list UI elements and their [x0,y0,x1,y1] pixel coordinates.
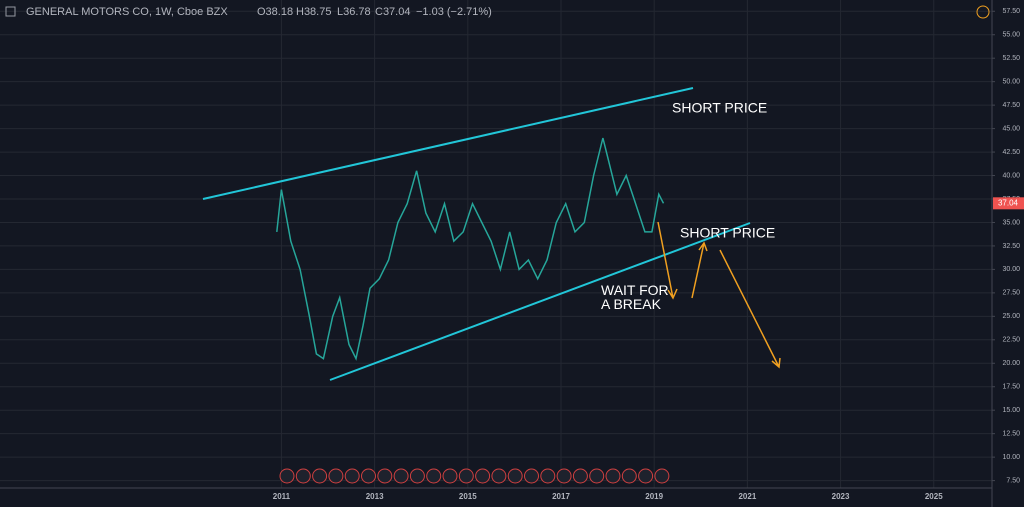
x-tick-label: 2021 [738,492,756,501]
change: −1.03 (−2.71%) [416,6,492,18]
last-price-label: 37.04 [998,198,1019,207]
x-tick-label: 2023 [832,492,850,501]
alert-icon[interactable] [976,5,990,19]
toolbar-button[interactable] [621,468,637,484]
x-tick-label: 2019 [645,492,663,501]
x-tick-label: 2013 [366,492,384,501]
toolbar-button[interactable] [524,468,539,484]
ohlc-high: H38.75 [296,6,331,18]
toolbar-button[interactable] [344,468,360,484]
toolbar-button[interactable] [572,468,588,484]
annotation: SHORT PRICE [680,225,775,241]
y-tick-label: 17.50 [1002,384,1020,391]
toolbar-button[interactable] [638,468,654,484]
y-tick-label: 15.00 [1002,407,1020,414]
y-tick-label: 27.50 [1002,290,1020,297]
toolbar-button[interactable] [409,468,425,484]
arrow [691,241,708,299]
toolbar-button[interactable] [491,468,507,484]
series [276,137,665,361]
y-tick-label: 32.50 [1002,243,1020,250]
toolbar-button[interactable] [377,468,393,484]
annotation: WAIT FOR A BREAK [601,282,669,312]
arrow [719,249,781,369]
toolbar-button[interactable] [605,468,621,484]
arrows [657,221,781,369]
toolbar-button[interactable] [507,468,523,484]
toolbar [279,468,670,484]
symbol-title: GENERAL MOTORS CO, 1W, Cboe BZX [26,6,228,18]
y-tick-label: 12.50 [1002,431,1020,438]
toolbar-button[interactable] [540,468,556,484]
toolbar-button[interactable] [426,468,442,484]
y-tick-label: 20.00 [1002,360,1020,367]
y-tick-label: 25.00 [1002,313,1020,320]
y-tick-label: 52.50 [1002,55,1020,62]
toolbar-button[interactable] [442,468,458,484]
last-price-box [993,197,1024,210]
x-tick-label: 2015 [459,492,477,501]
y-tick-label: 55.00 [1002,32,1020,39]
y-tick-label: 57.50 [1002,8,1020,15]
collapse-icon[interactable] [5,6,16,17]
price-line [276,137,665,361]
y-tick-label: 40.00 [1002,172,1020,179]
x-tick-label: 2011 [273,492,291,501]
toolbar-button[interactable] [475,468,491,484]
toolbar-button[interactable] [361,468,376,484]
y-tick-label: 7.50 [1006,477,1020,484]
toolbar-button[interactable] [556,468,572,484]
toolbar-button[interactable] [312,468,328,484]
toolbar-button[interactable] [393,468,409,484]
y-tick-label: 42.50 [1002,149,1020,156]
arrow [657,221,678,300]
ohlc-low: L36.78 [337,6,371,18]
ohlc-open: O38.18 [257,6,293,18]
y-tick-label: 50.00 [1002,79,1020,86]
y-tick-label: 45.00 [1002,125,1020,132]
toolbar-button[interactable] [295,468,311,484]
trend-line [202,87,694,200]
trend-line [329,222,751,381]
x-tick-label: 2017 [552,492,570,501]
y-tick-label: 47.50 [1002,102,1020,109]
toolbar-button[interactable] [654,468,670,484]
y-tick-label: 10.00 [1002,454,1020,461]
toolbar-button[interactable] [458,468,474,484]
ohlc-close: C37.04 [375,6,410,18]
annotation: SHORT PRICE [672,100,767,116]
toolbar-button[interactable] [328,468,344,484]
x-tick-label: 2025 [925,492,943,501]
y-tick-label: 30.00 [1002,266,1020,273]
toolbar-button[interactable] [279,468,295,484]
y-tick-label: 35.00 [1002,219,1020,226]
toolbar-button[interactable] [589,468,605,484]
y-tick-label: 22.50 [1002,337,1020,344]
